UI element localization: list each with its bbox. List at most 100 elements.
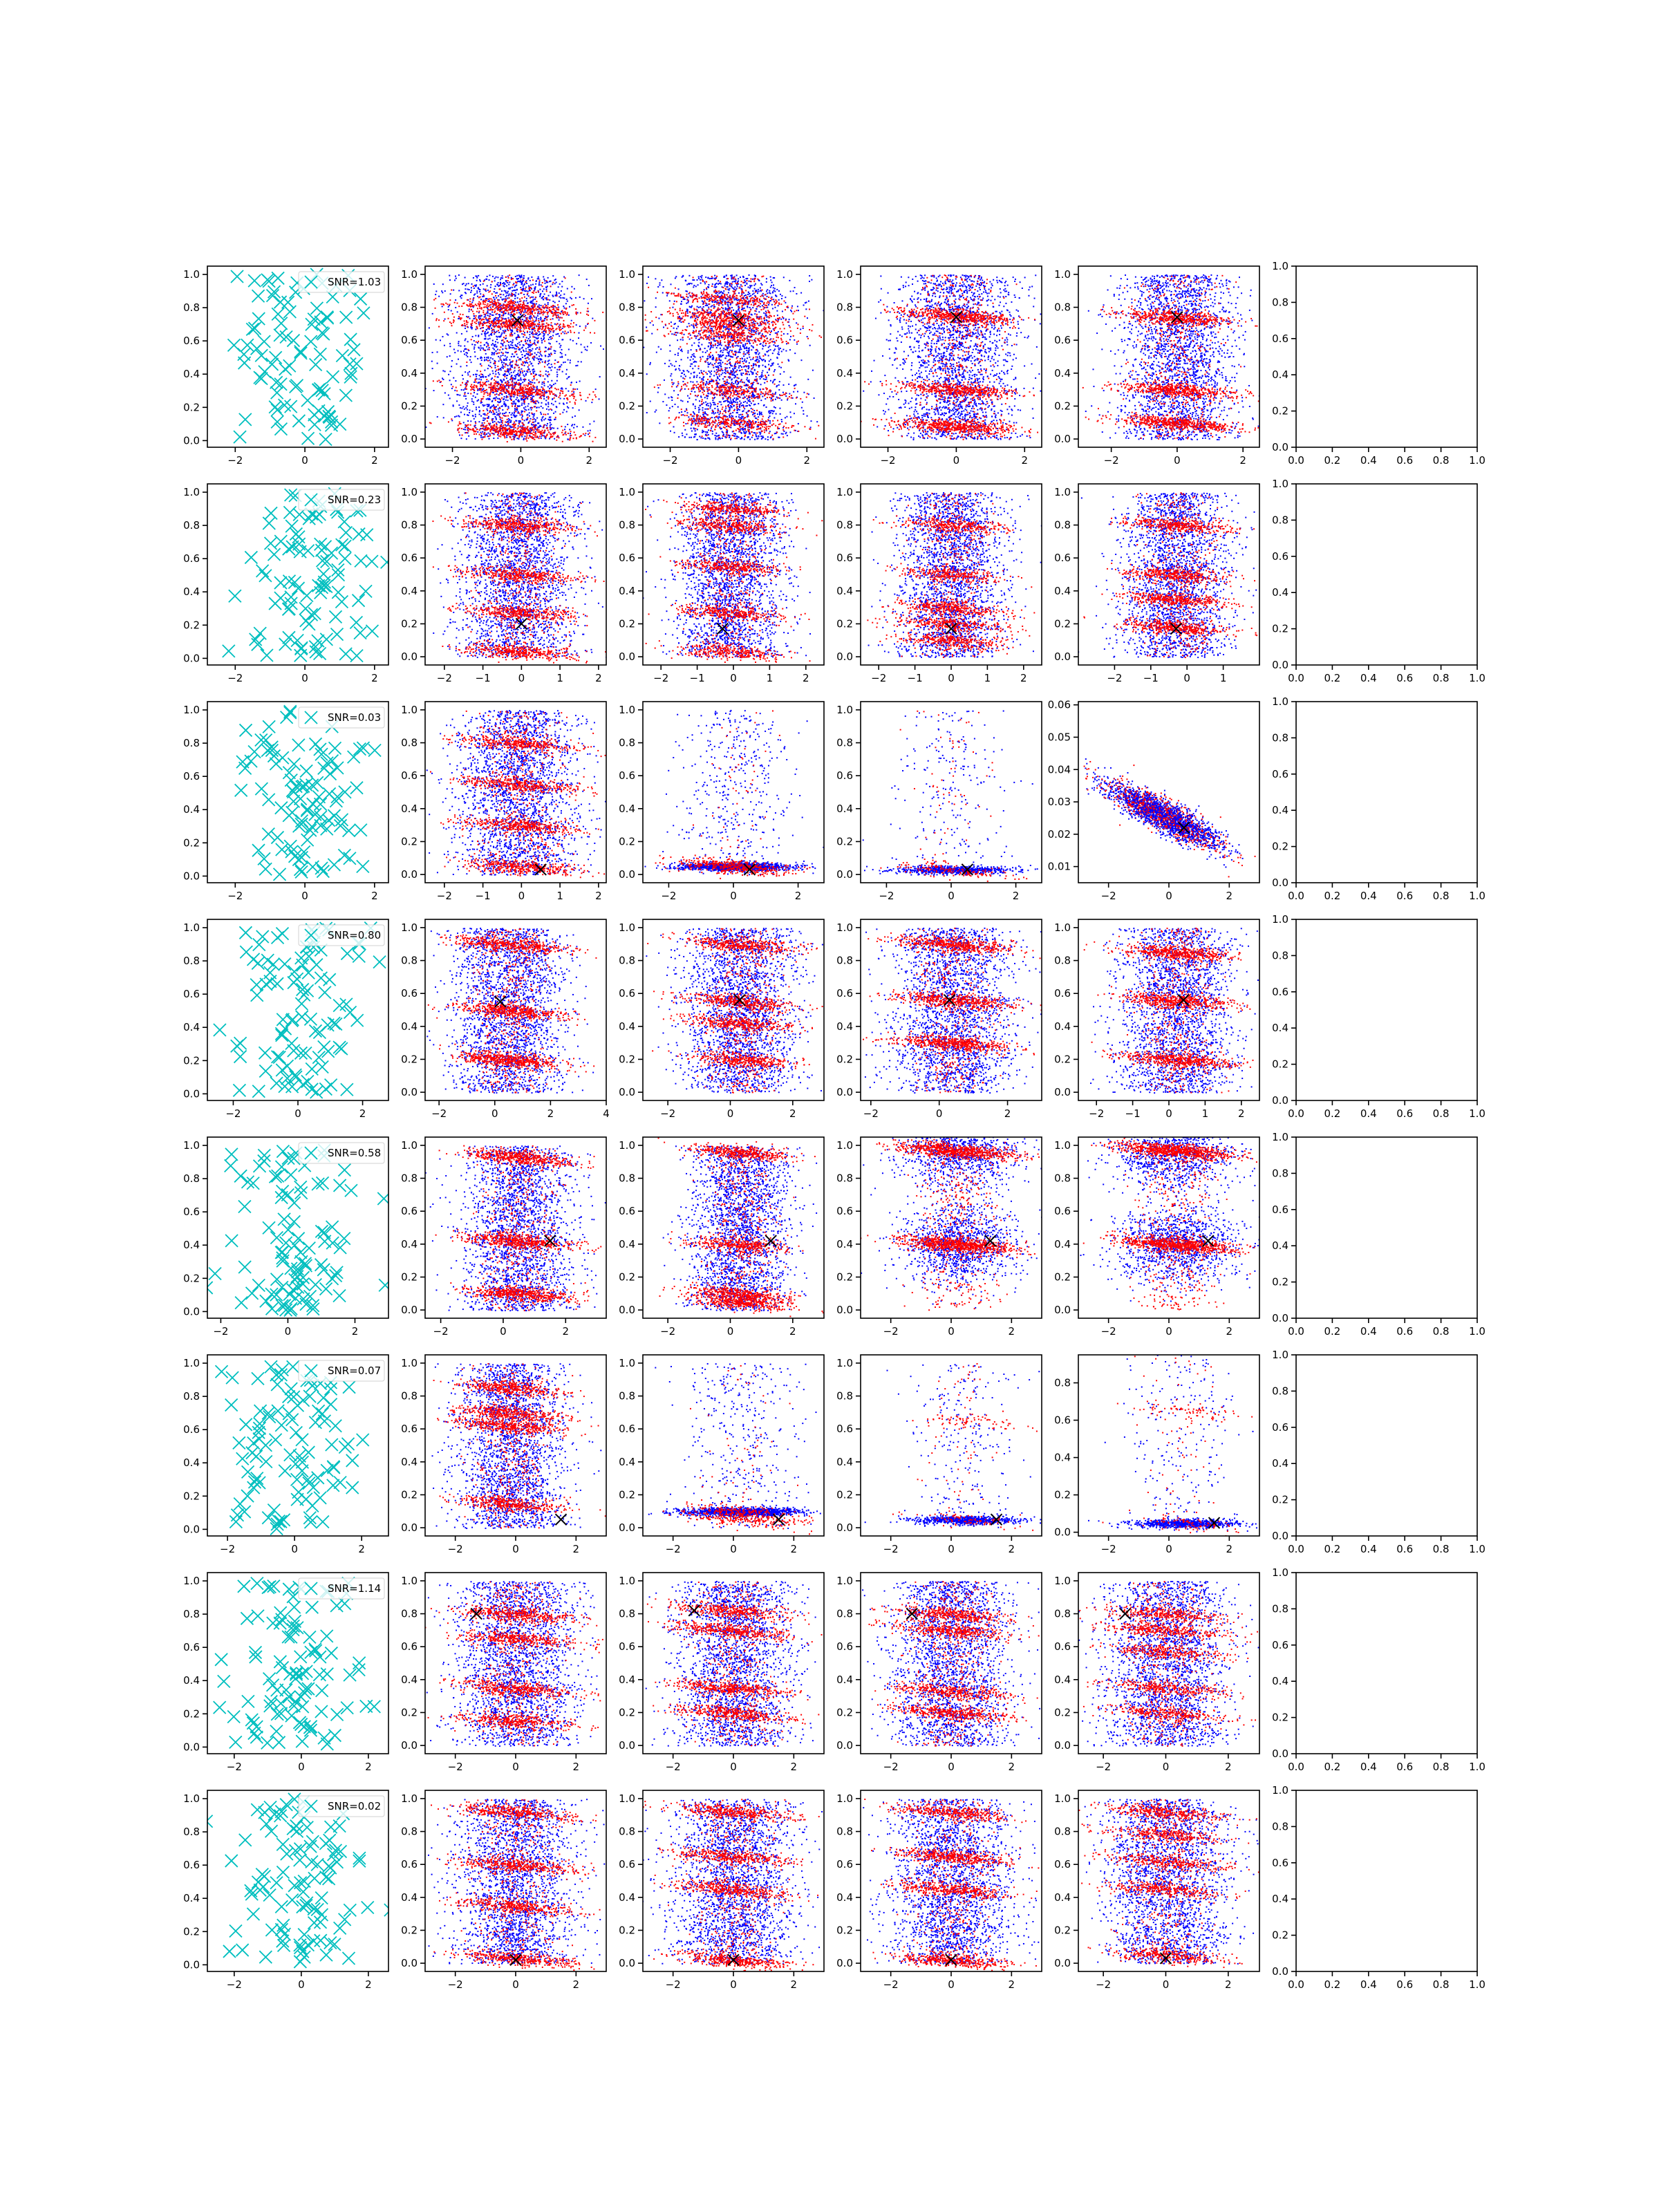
blue-point xyxy=(488,375,489,376)
red-point xyxy=(435,298,436,299)
red-point xyxy=(496,385,498,386)
cross-point xyxy=(238,348,250,361)
red-point xyxy=(504,386,505,388)
red-point xyxy=(472,310,474,312)
red-point xyxy=(550,285,552,287)
blue-point xyxy=(536,418,538,419)
red-point xyxy=(505,415,507,417)
blue-point xyxy=(740,345,741,346)
blue-point xyxy=(486,342,487,344)
blue-point xyxy=(790,290,791,292)
blue-point xyxy=(474,344,476,346)
red-point xyxy=(510,324,512,325)
red-point xyxy=(495,295,496,297)
red-point xyxy=(483,319,485,320)
blue-point xyxy=(712,433,713,435)
red-point xyxy=(527,438,529,439)
blue-point xyxy=(432,313,433,315)
blue-point xyxy=(696,386,697,388)
blue-point xyxy=(514,356,515,357)
blue-point xyxy=(475,397,476,398)
blue-point xyxy=(529,435,530,436)
red-point xyxy=(550,346,552,348)
blue-point xyxy=(510,420,512,422)
blue-point xyxy=(509,412,510,413)
blue-point xyxy=(581,361,582,362)
blue-point xyxy=(496,418,497,419)
red-point xyxy=(471,388,473,390)
red-point xyxy=(523,388,524,389)
blue-point xyxy=(456,415,457,417)
red-point xyxy=(512,388,514,390)
blue-point xyxy=(478,421,480,422)
blue-point xyxy=(465,371,466,373)
red-point xyxy=(512,384,513,385)
blue-point xyxy=(471,344,473,345)
red-point xyxy=(574,431,575,433)
blue-point xyxy=(765,438,766,440)
blue-point xyxy=(749,343,751,344)
red-point xyxy=(453,319,454,321)
blue-point xyxy=(521,397,522,399)
blue-point xyxy=(473,374,474,375)
cross-point xyxy=(254,371,266,384)
blue-point xyxy=(517,400,518,402)
red-point xyxy=(534,305,536,306)
blue-point xyxy=(538,355,540,357)
blue-point xyxy=(532,353,533,355)
red-point xyxy=(465,383,467,384)
blue-point xyxy=(478,316,480,317)
blue-point xyxy=(695,318,696,319)
red-point xyxy=(456,387,457,388)
blue-point xyxy=(464,346,465,347)
red-point xyxy=(526,440,527,442)
blue-point xyxy=(476,378,478,379)
red-point xyxy=(538,308,539,310)
blue-point xyxy=(523,275,525,276)
red-point xyxy=(541,430,543,431)
blue-point xyxy=(442,336,443,337)
red-point xyxy=(532,312,533,314)
blue-point xyxy=(540,294,541,296)
blue-point xyxy=(475,421,476,422)
red-point xyxy=(559,413,561,415)
blue-point xyxy=(542,390,543,391)
blue-point xyxy=(527,371,528,373)
blue-point xyxy=(527,415,528,416)
red-point xyxy=(490,388,491,389)
red-point xyxy=(508,277,509,279)
red-point xyxy=(447,303,449,305)
blue-point xyxy=(555,295,556,297)
red-point xyxy=(522,279,523,280)
blue-point xyxy=(472,300,474,301)
cross-point xyxy=(272,308,284,320)
red-point xyxy=(520,431,521,432)
blue-point xyxy=(487,339,489,340)
red-point xyxy=(590,332,591,333)
blue-point xyxy=(740,276,741,278)
blue-point xyxy=(692,368,693,369)
blue-point xyxy=(516,360,517,362)
blue-point xyxy=(489,438,490,440)
blue-point xyxy=(480,437,482,438)
red-point xyxy=(482,398,484,400)
blue-point xyxy=(545,400,547,401)
blue-point xyxy=(668,360,670,362)
blue-point xyxy=(720,404,722,405)
blue-point xyxy=(560,366,561,368)
red-point xyxy=(461,306,462,307)
red-point xyxy=(497,366,498,367)
red-point xyxy=(451,290,452,291)
blue-point xyxy=(500,419,501,420)
red-point xyxy=(491,427,492,429)
blue-point xyxy=(469,310,470,312)
blue-point xyxy=(742,416,744,418)
blue-point xyxy=(516,289,518,290)
blue-point xyxy=(494,367,496,368)
y-tick-label: 0.8 xyxy=(401,301,418,314)
blue-point xyxy=(524,371,525,372)
blue-point xyxy=(507,317,509,319)
blue-point xyxy=(493,392,494,393)
red-point xyxy=(476,341,477,343)
blue-point xyxy=(437,351,438,353)
